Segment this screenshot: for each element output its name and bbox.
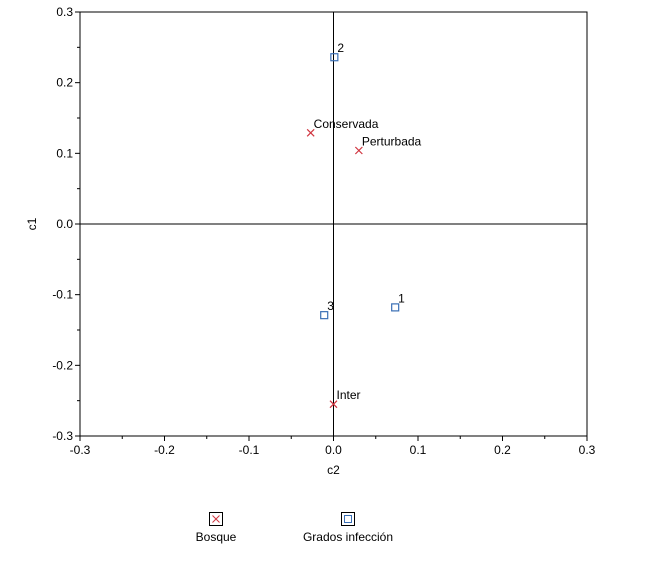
y-tick-label: -0.2: [52, 358, 73, 372]
x-tick-label: -0.2: [154, 443, 175, 457]
x-tick-label: 0.0: [325, 443, 342, 457]
x-axis-label: c2: [327, 463, 340, 477]
square-marker: [391, 303, 400, 312]
y-tick-label: 0.1: [56, 146, 73, 160]
y-tick-label: 0.3: [56, 5, 73, 19]
y-axis-label: c1: [25, 217, 39, 230]
x-marker: [354, 146, 363, 155]
square-marker: [320, 311, 329, 320]
point-label: Perturbada: [362, 135, 422, 149]
point-label: 1: [398, 291, 405, 305]
legend-item-bosque: Bosque: [180, 512, 252, 546]
x-marker-icon: [209, 512, 223, 526]
y-tick-label: -0.1: [52, 288, 73, 302]
y-tick-label: 0.2: [56, 76, 73, 90]
point-label: 2: [337, 41, 344, 55]
x-marker: [329, 400, 338, 409]
x-tick-label: 0.1: [410, 443, 427, 457]
legend-item-grados-infeccion: Grados infección: [290, 512, 406, 546]
y-tick-label: 0.0: [56, 217, 73, 231]
legend-label-grados-infeccion: Grados infección: [302, 530, 394, 544]
point-label: Inter: [337, 388, 361, 402]
point-label: 3: [327, 299, 334, 313]
y-tick-label: -0.3: [52, 429, 73, 443]
square-marker-icon: [341, 512, 355, 526]
x-marker: [306, 128, 315, 137]
square-marker: [330, 53, 339, 62]
point-label: Conservada: [314, 117, 379, 131]
legend-label-bosque: Bosque: [195, 530, 237, 544]
x-tick-label: 0.2: [494, 443, 511, 457]
x-tick-label: 0.3: [579, 443, 596, 457]
x-tick-label: -0.3: [70, 443, 91, 457]
x-tick-label: -0.1: [239, 443, 260, 457]
